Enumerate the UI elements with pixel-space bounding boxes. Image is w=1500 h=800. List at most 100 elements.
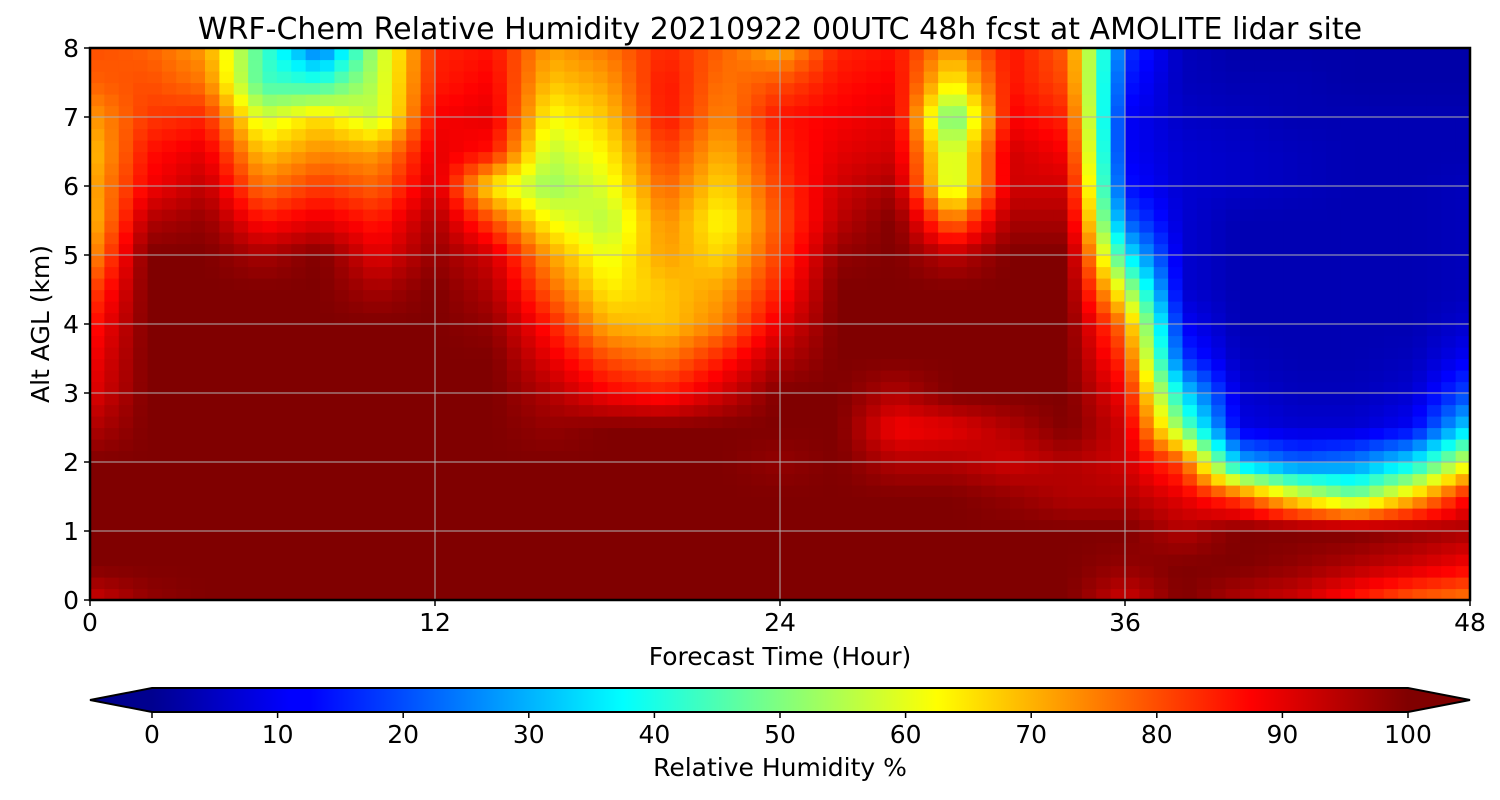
heatmap-cell: [391, 232, 407, 245]
heatmap-cell: [406, 531, 422, 544]
heatmap-cell: [1168, 140, 1184, 153]
heatmap-cell: [492, 128, 508, 141]
heatmap-cell: [1196, 289, 1212, 302]
heatmap-cell: [650, 416, 666, 429]
heatmap-cell: [406, 243, 422, 256]
heatmap-cell: [736, 462, 752, 475]
heatmap-cell: [650, 519, 666, 532]
heatmap-cell: [276, 324, 292, 337]
heatmap-cell: [176, 450, 192, 463]
heatmap-cell: [780, 588, 795, 600]
heatmap-cell: [952, 278, 968, 291]
heatmap-cell: [391, 473, 407, 486]
heatmap-cell: [866, 496, 882, 509]
heatmap-cell: [636, 82, 652, 95]
heatmap-cell: [449, 266, 465, 279]
heatmap-cell: [1297, 485, 1313, 498]
heatmap-cell: [233, 358, 249, 371]
heatmap-cell: [1355, 508, 1370, 521]
heatmap-cell: [1426, 140, 1442, 153]
heatmap-cell: [1153, 220, 1169, 233]
heatmap-cell: [147, 105, 163, 118]
heatmap-cell: [377, 232, 393, 245]
heatmap-cell: [90, 209, 105, 222]
heatmap-cell: [219, 450, 235, 463]
heatmap-cell: [506, 266, 522, 279]
heatmap-cell: [363, 301, 379, 314]
heatmap-cell: [1153, 243, 1169, 256]
heatmap-cell: [291, 554, 307, 567]
heatmap-cell: [1139, 427, 1155, 440]
heatmap-cell: [506, 312, 522, 325]
heatmap-cell: [636, 220, 652, 233]
heatmap-cell: [1010, 140, 1025, 153]
heatmap-cell: [679, 450, 695, 463]
heatmap-cell: [420, 508, 436, 521]
heatmap-cell: [262, 519, 278, 532]
heatmap-cell: [1139, 542, 1155, 555]
heatmap-cell: [1383, 94, 1399, 107]
heatmap-cell: [736, 335, 752, 348]
heatmap-cell: [1010, 163, 1025, 176]
heatmap-cell: [1268, 128, 1284, 141]
heatmap-cell: [679, 324, 695, 337]
heatmap-cell: [1010, 289, 1025, 302]
heatmap-cell: [693, 209, 709, 222]
heatmap-cell: [535, 439, 551, 452]
heatmap-cell: [1311, 508, 1327, 521]
heatmap-cell: [506, 542, 522, 555]
heatmap-cell: [391, 324, 407, 337]
heatmap-cell: [1081, 209, 1097, 222]
heatmap-cell: [1326, 243, 1342, 256]
heatmap-cell: [1441, 508, 1457, 521]
heatmap-cell: [823, 209, 839, 222]
heatmap-cell: [722, 324, 738, 337]
heatmap-cell: [995, 496, 1011, 509]
heatmap-cell: [693, 370, 709, 383]
heatmap-cell: [909, 266, 925, 279]
heatmap-cell: [564, 117, 580, 130]
heatmap-cell: [550, 485, 565, 498]
heatmap-cell: [492, 289, 508, 302]
heatmap-cell: [219, 71, 235, 84]
heatmap-cell: [966, 381, 982, 394]
heatmap-cell: [377, 531, 393, 544]
heatmap-cell: [492, 439, 508, 452]
heatmap-cell: [895, 151, 910, 164]
heatmap-cell: [794, 347, 810, 360]
heatmap-cell: [1139, 140, 1155, 153]
heatmap-cell: [161, 554, 177, 567]
heatmap-cell: [1311, 197, 1327, 210]
heatmap-cell: [305, 565, 321, 578]
heatmap-cell: [995, 324, 1011, 337]
heatmap-cell: [420, 59, 436, 72]
heatmap-cell: [161, 473, 177, 486]
heatmap-cell: [1355, 370, 1370, 383]
heatmap-cell: [1355, 82, 1370, 95]
heatmap-cell: [1355, 140, 1370, 153]
heatmap-cell: [837, 531, 853, 544]
heatmap-cell: [1125, 128, 1140, 141]
heatmap-cell: [1355, 439, 1370, 452]
heatmap-cell: [1196, 370, 1212, 383]
heatmap-cell: [1326, 128, 1342, 141]
heatmap-cell: [1081, 186, 1097, 199]
heatmap-cell: [895, 531, 910, 544]
heatmap-cell: [1081, 48, 1097, 61]
heatmap-cell: [578, 519, 594, 532]
heatmap-cell: [909, 588, 925, 600]
heatmap-cell: [190, 105, 206, 118]
heatmap-cell: [1340, 496, 1356, 509]
heatmap-cell: [1053, 243, 1069, 256]
heatmap-cell: [1326, 393, 1342, 406]
heatmap-cell: [377, 393, 393, 406]
heatmap-cell: [1426, 370, 1442, 383]
heatmap-cell: [1182, 554, 1198, 567]
heatmap-cell: [478, 416, 494, 429]
heatmap-cell: [751, 324, 767, 337]
heatmap-cell: [1196, 117, 1212, 130]
heatmap-cell: [1110, 209, 1126, 222]
heatmap-cell: [851, 174, 867, 187]
heatmap-cell: [823, 94, 839, 107]
heatmap-cell: [1053, 485, 1069, 498]
